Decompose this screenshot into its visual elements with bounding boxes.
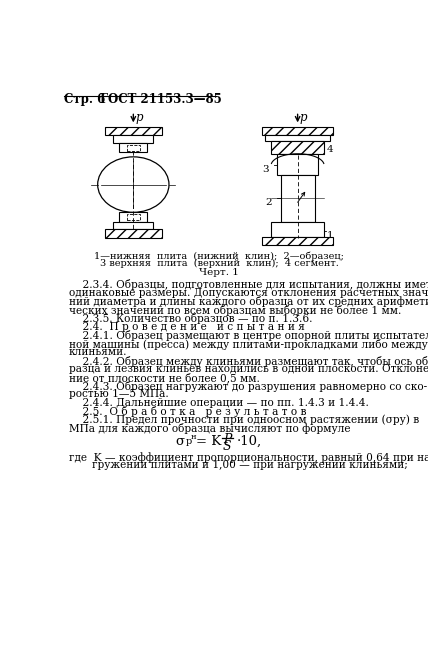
- Text: ГОСТ 21153.3—85: ГОСТ 21153.3—85: [100, 93, 222, 106]
- Text: ·10,: ·10,: [236, 435, 262, 448]
- Text: разца и лезвия клиньев находились в одной плоскости. Отклоне-: разца и лезвия клиньев находились в одно…: [69, 364, 428, 374]
- Text: ростью 1—5 МПа.: ростью 1—5 МПа.: [69, 389, 169, 399]
- Bar: [127, 144, 140, 151]
- Bar: [113, 221, 154, 229]
- Text: Черт. 1: Черт. 1: [199, 268, 239, 277]
- Text: 1: 1: [327, 231, 334, 240]
- Text: 2.4.4. Дальнейшие операции — по пп. 1.4.3 и 1.4.4.: 2.4.4. Дальнейшие операции — по пп. 1.4.…: [69, 398, 369, 408]
- Ellipse shape: [98, 157, 169, 212]
- Bar: [262, 127, 333, 135]
- Bar: [265, 135, 330, 142]
- Text: σ: σ: [175, 435, 184, 448]
- Bar: [119, 212, 147, 221]
- Bar: [271, 221, 324, 237]
- Text: 3: 3: [262, 165, 269, 173]
- Bar: [105, 127, 162, 135]
- Text: p: p: [136, 111, 143, 125]
- Text: 2.4.2. Образец между клиньями размещают так, чтобы ось об-: 2.4.2. Образец между клиньями размещают …: [69, 355, 428, 366]
- Bar: [119, 143, 147, 152]
- Text: Стр. 6: Стр. 6: [64, 93, 106, 106]
- Text: 1—нижняя  плита  (нижний  клин);  2—образец;: 1—нижняя плита (нижний клин); 2—образец;: [95, 252, 344, 261]
- Text: ний диаметра и длины каждого образца от их средних арифмети-: ний диаметра и длины каждого образца от …: [69, 296, 428, 307]
- Text: 2.5.  О б р а б о т к а   р е з у л ь т а т о в: 2.5. О б р а б о т к а р е з у л ь т а т…: [69, 407, 306, 417]
- Text: н: н: [191, 433, 196, 442]
- Bar: [262, 237, 333, 245]
- Text: клиньями.: клиньями.: [69, 347, 128, 357]
- Text: где  K — коэффициент пропорциональности, равный 0,64 при на-: где K — коэффициент пропорциональности, …: [69, 452, 428, 463]
- Bar: [277, 154, 318, 175]
- Bar: [281, 175, 315, 221]
- Text: 2.3.5. Количество образцов — по п. 1.3.6.: 2.3.5. Количество образцов — по п. 1.3.6…: [69, 313, 312, 324]
- Text: гружении плитами и 1,00 — при нагружении клиньями;: гружении плитами и 1,00 — при нагружении…: [92, 460, 408, 471]
- Bar: [271, 142, 324, 154]
- Text: 4: 4: [327, 144, 334, 154]
- Text: 2: 2: [265, 198, 272, 208]
- Text: МПа для каждого образца вычисляют по формуле: МПа для каждого образца вычисляют по фор…: [69, 423, 351, 434]
- Text: 2.4.3. Образец нагружают до разрушения равномерно со ско-: 2.4.3. Образец нагружают до разрушения р…: [69, 381, 427, 392]
- Text: ние от плоскости не более 0,5 мм.: ние от плоскости не более 0,5 мм.: [69, 372, 260, 384]
- Text: = K: = K: [196, 435, 221, 448]
- Text: S: S: [223, 440, 232, 453]
- Bar: [113, 135, 154, 143]
- Text: ческих значений по всем образцам выборки не более 1 мм.: ческих значений по всем образцам выборки…: [69, 304, 401, 316]
- Text: P: P: [223, 432, 231, 445]
- Text: р: р: [186, 437, 192, 446]
- Text: p: p: [300, 111, 307, 125]
- Text: одинаковые размеры. Допускаются отклонения расчетных значе-: одинаковые размеры. Допускаются отклонен…: [69, 288, 428, 298]
- Text: 2.3.4. Образцы, подготовленные для испытания, должны иметь: 2.3.4. Образцы, подготовленные для испыт…: [69, 279, 428, 290]
- Text: 2.5.1. Предел прочности при одноосном растяжении (σру) в: 2.5.1. Предел прочности при одноосном ра…: [69, 415, 419, 425]
- Text: ной машины (пресса) между плитами-прокладками либо между: ной машины (пресса) между плитами-прокла…: [69, 339, 428, 349]
- Text: 3 верхняя  плита  (верхний  клин);  4 сегмент.: 3 верхняя плита (верхний клин); 4 сегмен…: [100, 259, 339, 268]
- Bar: [105, 229, 162, 238]
- Bar: [127, 214, 140, 220]
- Text: 2.4.  П р о в е д е н и е   и с п ы т а н и я: 2.4. П р о в е д е н и е и с п ы т а н и…: [69, 322, 305, 331]
- Text: 2.4.1. Образец размещают в центре опорной плиты испытатель-: 2.4.1. Образец размещают в центре опорно…: [69, 330, 428, 341]
